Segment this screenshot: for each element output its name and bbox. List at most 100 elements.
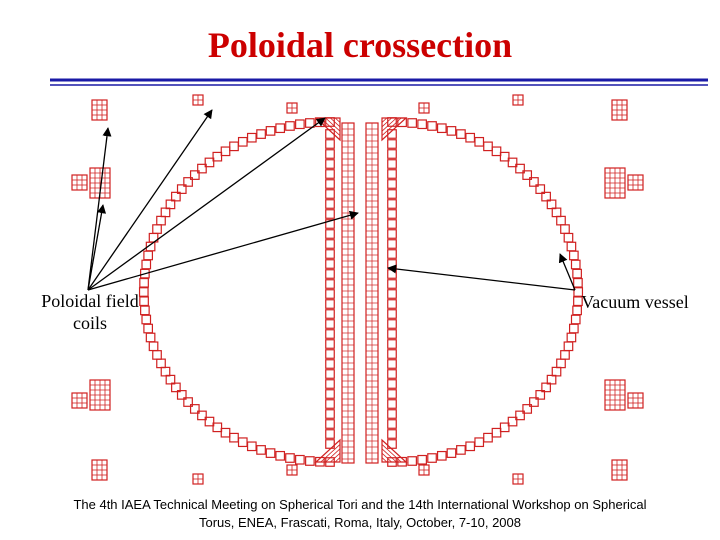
divertor-hatch bbox=[381, 457, 388, 463]
vessel-segment bbox=[204, 416, 215, 427]
vessel-segment bbox=[535, 390, 546, 400]
pf-coil-left-bottom-inner-2 bbox=[286, 464, 298, 476]
divertor-hatch bbox=[320, 444, 341, 463]
vessel-segment bbox=[156, 358, 166, 369]
pf-coil-left-low-a bbox=[71, 392, 88, 409]
vessel-segment bbox=[246, 441, 257, 452]
vessel-segment bbox=[305, 118, 315, 128]
vessel-segment bbox=[407, 456, 417, 466]
footer: The 4th IAEA Technical Meeting on Spheri… bbox=[30, 496, 690, 532]
vessel-segment bbox=[387, 389, 397, 399]
vessel-segment bbox=[325, 389, 335, 399]
vessel-segment bbox=[140, 305, 150, 316]
vessel-segment bbox=[417, 119, 427, 130]
vessel-segment bbox=[515, 410, 525, 421]
arrow-to-center-stack bbox=[87, 210, 359, 291]
vessel-segment bbox=[325, 269, 335, 279]
vessel-segment bbox=[160, 366, 171, 377]
vessel-segment bbox=[499, 151, 510, 162]
vessel-segment bbox=[256, 445, 266, 455]
vessel-segment bbox=[507, 157, 518, 168]
vessel-segment bbox=[568, 323, 579, 334]
center-stack-right bbox=[365, 122, 379, 464]
vessel-segment bbox=[325, 159, 335, 169]
vessel-segment bbox=[220, 427, 231, 438]
vessel-segment bbox=[556, 358, 566, 369]
vessel-segment bbox=[265, 448, 276, 458]
poloidal-field-coils-label: Poloidal field coils bbox=[30, 290, 150, 334]
center-stack-left bbox=[341, 122, 355, 464]
vessel-segment bbox=[483, 432, 493, 443]
vessel-segment bbox=[436, 450, 447, 461]
divertor-hatch bbox=[381, 448, 397, 463]
vessel-segment bbox=[325, 249, 335, 259]
vessel-segment bbox=[160, 207, 171, 218]
vessel-segment bbox=[387, 339, 397, 349]
divertor-plate bbox=[381, 438, 408, 463]
vessel-segment bbox=[427, 121, 437, 131]
vessel-segment bbox=[465, 441, 476, 452]
pf-coil-left-mid-a bbox=[71, 174, 88, 191]
vessel-segment bbox=[325, 319, 335, 329]
vessel-segment bbox=[325, 339, 335, 349]
vessel-segment bbox=[566, 332, 577, 343]
vessel-segment bbox=[387, 209, 397, 219]
vessel-segment bbox=[165, 199, 176, 210]
vessel-segment bbox=[456, 129, 466, 139]
vessel-segment bbox=[491, 427, 502, 438]
vessel-segment bbox=[325, 139, 335, 149]
vessel-segment bbox=[139, 296, 149, 307]
arrow-to-pf-coil-top bbox=[87, 109, 213, 291]
vessel-segment bbox=[483, 141, 493, 152]
vessel-segment bbox=[229, 432, 239, 443]
vessel-segment bbox=[229, 141, 239, 152]
vessel-segment bbox=[325, 279, 335, 289]
vessel-segment bbox=[499, 422, 510, 433]
divertor-hatch bbox=[330, 452, 341, 463]
vessel-segment bbox=[573, 287, 584, 297]
vessel-segment bbox=[189, 404, 200, 414]
vessel-segment bbox=[204, 157, 215, 168]
vessel-segment bbox=[197, 410, 207, 421]
vessel-segment bbox=[275, 123, 286, 134]
vessel-segment bbox=[295, 454, 305, 465]
divertor-hatch bbox=[381, 452, 392, 463]
vessel-segment bbox=[197, 163, 207, 174]
vessel-segment bbox=[570, 314, 581, 325]
vessel-segment bbox=[265, 126, 276, 136]
vessel-segment bbox=[387, 319, 397, 329]
pf-coil-right-upper bbox=[611, 99, 628, 121]
vessel-segment bbox=[551, 366, 562, 377]
divertor-hatch bbox=[381, 444, 402, 463]
vessel-segment bbox=[387, 399, 397, 409]
vessel-segment bbox=[507, 416, 518, 427]
pf-coil-right-low-a-outline bbox=[627, 392, 644, 409]
vessel-segment bbox=[325, 209, 335, 219]
vessel-segment bbox=[522, 404, 533, 414]
vessel-segment bbox=[171, 382, 181, 393]
vessel-segment bbox=[171, 191, 181, 202]
vessel-segment bbox=[387, 149, 397, 159]
arrow-to-vessel-outer bbox=[558, 253, 576, 291]
vessel-segment bbox=[491, 146, 502, 157]
vessel-segment bbox=[325, 439, 335, 449]
vessel-segment bbox=[563, 341, 574, 352]
vessel-segment bbox=[285, 121, 295, 131]
vessel-segment bbox=[387, 159, 397, 169]
vessel-segment bbox=[139, 277, 149, 288]
pf-coil-left-top bbox=[192, 94, 204, 106]
vessel-segment bbox=[387, 329, 397, 339]
vessel-segment bbox=[387, 199, 397, 209]
vessel-segment bbox=[541, 191, 551, 202]
vessel-segment bbox=[325, 289, 335, 299]
vessel-segment bbox=[325, 419, 335, 429]
vessel-segment bbox=[325, 299, 335, 309]
vessel-segment bbox=[387, 379, 397, 389]
vessel-segment bbox=[325, 359, 335, 369]
vessel-segment bbox=[572, 268, 582, 279]
pf-coil-right-top-inner bbox=[418, 102, 430, 114]
vessel-segment bbox=[387, 249, 397, 259]
vessel-segment bbox=[325, 179, 335, 189]
vacuum-vessel-label: Vacuum vessel bbox=[581, 292, 689, 312]
vessel-segment bbox=[474, 437, 485, 448]
